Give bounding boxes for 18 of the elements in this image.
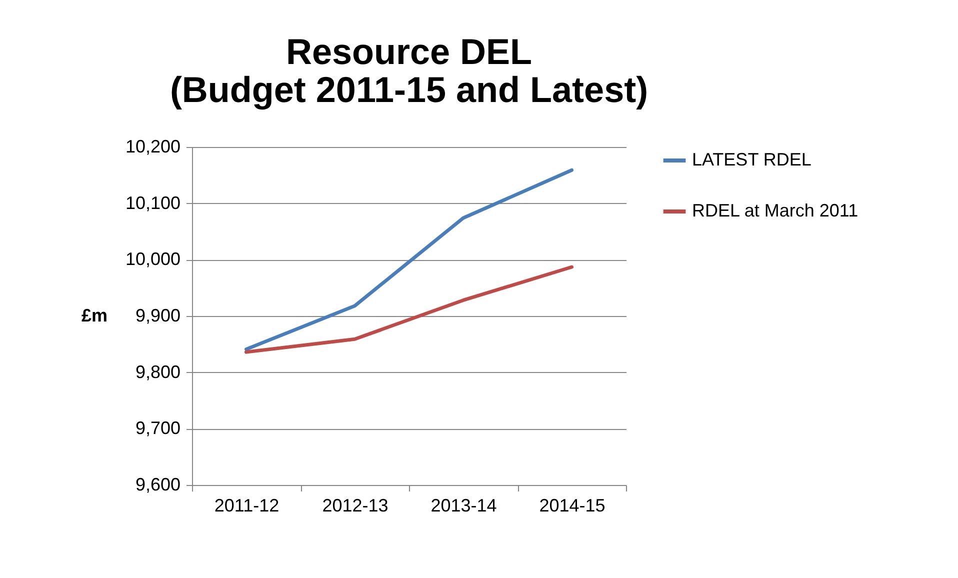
y-tick-label: 10,100 bbox=[125, 192, 180, 213]
x-tick-label: 2011-12 bbox=[214, 496, 280, 516]
legend-label: RDEL at March 2011 bbox=[692, 200, 858, 220]
legend-label: LATEST RDEL bbox=[692, 150, 812, 170]
y-tick-label: 10,000 bbox=[125, 249, 180, 270]
x-tick-label: 2013-14 bbox=[430, 496, 497, 516]
line-series bbox=[244, 265, 574, 354]
y-tick-label: 9,800 bbox=[135, 362, 180, 382]
text: Resource DEL bbox=[286, 31, 532, 72]
line-series bbox=[244, 168, 574, 351]
text: (Budget 2011-15 and Latest) bbox=[170, 69, 648, 110]
y-tick-label: 9,700 bbox=[135, 418, 180, 438]
y-tick-label: 9,900 bbox=[135, 306, 180, 326]
y-axis-title: £m bbox=[81, 306, 108, 326]
x-tick-label: 2012-13 bbox=[322, 496, 388, 516]
y-tick-label: 10,200 bbox=[125, 136, 180, 156]
y-tick-label: 9,600 bbox=[135, 474, 180, 494]
x-tick-label: 2014-15 bbox=[539, 496, 606, 516]
